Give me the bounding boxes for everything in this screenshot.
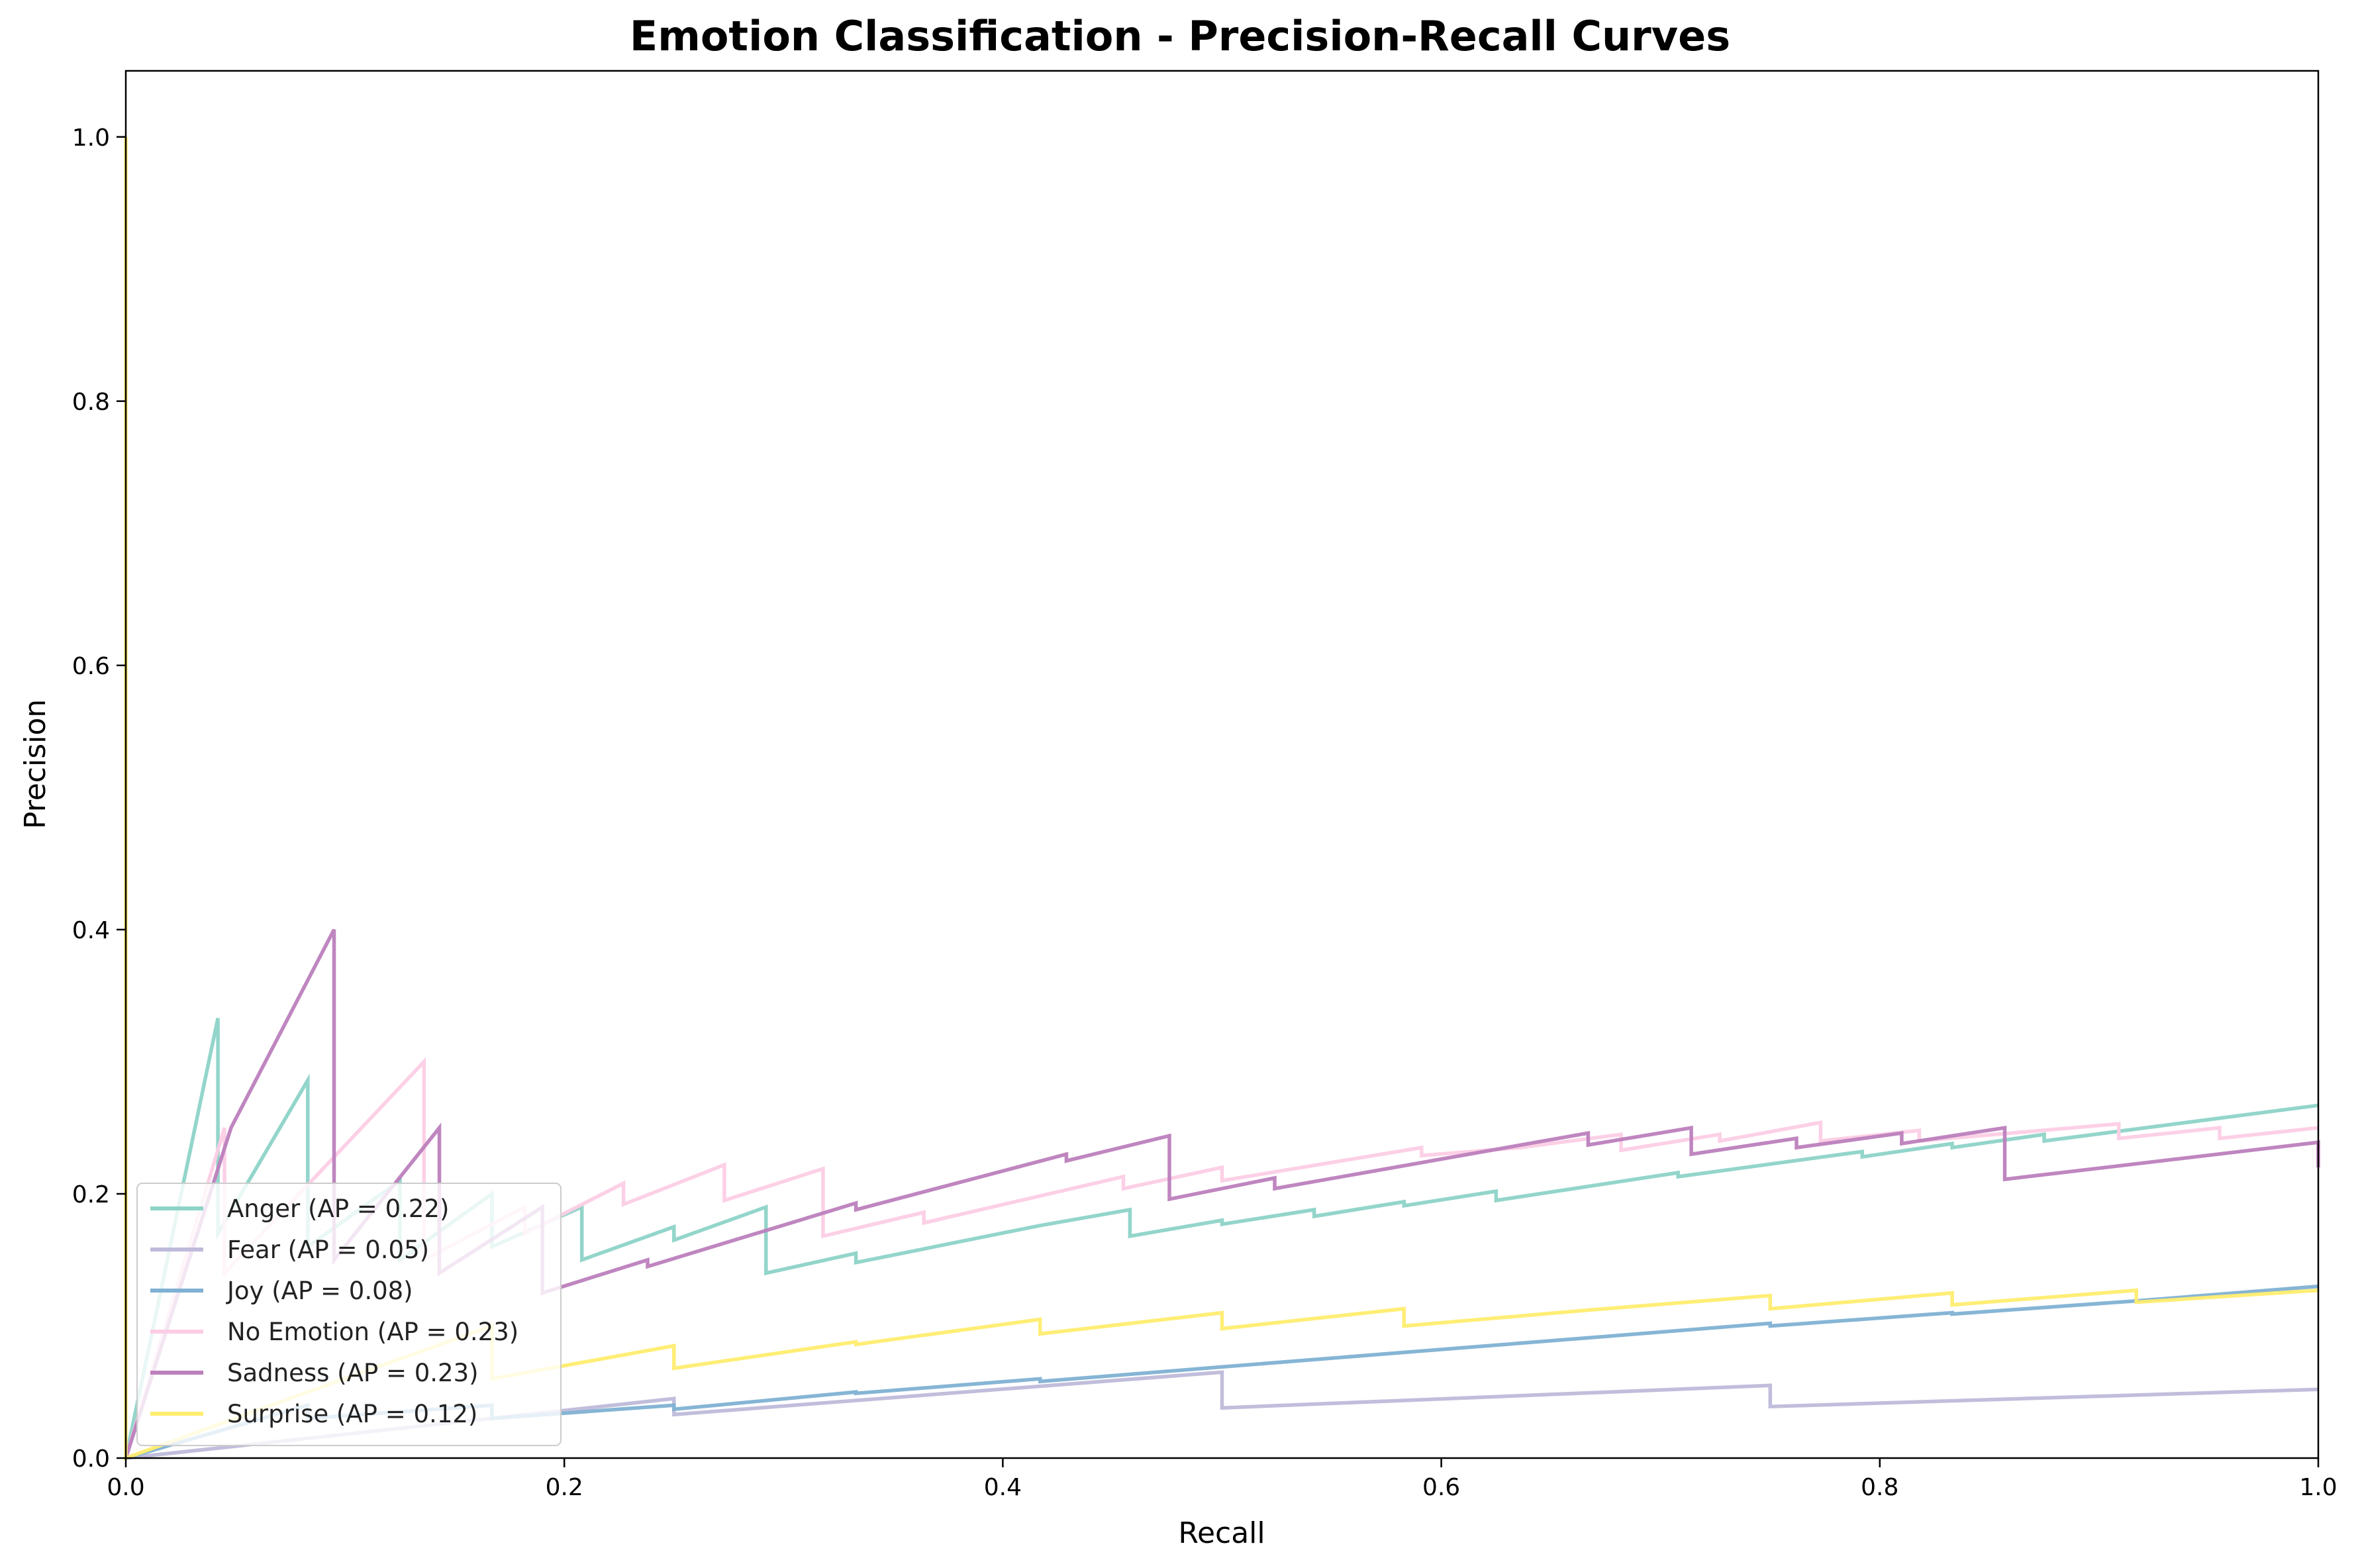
legend-label-1: Fear (AP = 0.05) (227, 1236, 429, 1264)
plot-area-frame (124, 70, 2320, 1459)
x-tick-label: 1.0 (2299, 1474, 2337, 1501)
x-tick-label: 0.8 (1861, 1474, 1898, 1501)
y-tick-label: 0.8 (72, 389, 110, 416)
x-tick-label: 0.0 (107, 1474, 144, 1501)
y-tick-label: 1.0 (72, 124, 110, 152)
y-axis-label: Precision (19, 699, 52, 829)
legend-label-3: No Emotion (AP = 0.23) (227, 1318, 518, 1346)
x-axis-label: Recall (1178, 1516, 1265, 1550)
y-tick-label: 0.4 (72, 917, 110, 944)
series-line-1 (125, 1370, 2319, 1460)
y-axis-ticks: 0.0 0.2 0.4 0.6 0.8 1.0 (72, 124, 126, 1473)
legend-label-5: Surprise (AP = 0.12) (227, 1400, 477, 1428)
legend-label-2: Joy (AP = 0.08) (226, 1277, 413, 1305)
legend: Anger (AP = 0.22) Fear (AP = 0.05) Joy (AP… (136, 1183, 562, 1446)
x-tick-label: 0.2 (546, 1474, 583, 1501)
x-tick-label: 0.6 (1422, 1474, 1460, 1501)
legend-label-4: Sadness (AP = 0.23) (227, 1359, 479, 1387)
legend-box (136, 1183, 562, 1446)
y-tick-label: 0.6 (72, 653, 110, 680)
y-tick-label: 0.0 (72, 1446, 110, 1473)
legend-label-0: Anger (AP = 0.22) (227, 1195, 449, 1223)
y-tick-label: 0.2 (72, 1181, 110, 1208)
x-tick-label: 0.4 (984, 1474, 1022, 1501)
chart-title: Emotion Classification - Precision-Recal… (630, 12, 1730, 60)
x-axis-ticks: 0.0 0.2 0.4 0.6 0.8 1.0 (107, 1458, 2337, 1501)
